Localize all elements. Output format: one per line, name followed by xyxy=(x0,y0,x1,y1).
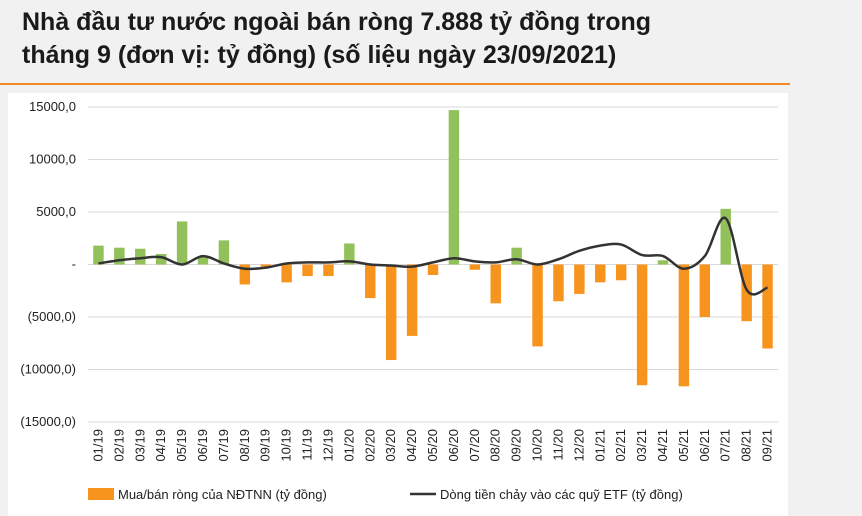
bar xyxy=(260,264,271,267)
legend-label-line: Dòng tiền chảy vào các quỹ ETF (tỷ đồng) xyxy=(440,487,683,502)
bar xyxy=(344,243,355,265)
bar xyxy=(469,264,481,270)
bar xyxy=(323,264,334,277)
x-tick-label: 04/21 xyxy=(655,429,670,462)
x-tick-label: 09/21 xyxy=(760,429,775,462)
y-tick-label: 10000,0 xyxy=(29,152,76,167)
bar xyxy=(615,264,627,281)
x-tick-label: 10/19 xyxy=(279,429,294,462)
bar xyxy=(657,260,669,265)
x-tick-label: 02/19 xyxy=(111,429,126,462)
bar xyxy=(197,257,209,265)
x-tick-label: 12/19 xyxy=(320,429,335,462)
bar xyxy=(699,264,711,317)
bar xyxy=(385,264,397,361)
x-tick-label: 08/20 xyxy=(488,429,503,462)
x-tick-label: 04/19 xyxy=(153,429,168,462)
y-tick-label: 15000,0 xyxy=(29,99,76,114)
bar xyxy=(114,247,125,265)
bar xyxy=(574,264,585,294)
x-tick-label: 06/19 xyxy=(195,429,210,462)
x-tick-label: 07/20 xyxy=(467,429,482,462)
x-tick-label: 01/21 xyxy=(592,429,607,462)
x-tick-label: 02/21 xyxy=(613,429,628,462)
title-divider xyxy=(0,83,790,85)
bar xyxy=(176,221,188,265)
bar xyxy=(218,240,230,265)
legend-swatch-bars xyxy=(88,488,114,500)
x-tick-label: 03/19 xyxy=(132,429,147,462)
bar xyxy=(406,264,418,336)
x-tick-label: 05/20 xyxy=(425,429,440,462)
bar xyxy=(155,254,167,265)
x-tick-label: 09/20 xyxy=(509,429,524,462)
bar xyxy=(448,110,460,265)
bar xyxy=(302,264,313,277)
y-tick-label: (10000,0) xyxy=(20,362,76,377)
bar xyxy=(427,264,439,275)
combo-chart: 15000,0 10000,0 5000,0 - (5000,0) (10000,0) (1… xyxy=(20,99,778,502)
x-tick-label: 01/19 xyxy=(90,429,105,462)
x-tick-label: 06/21 xyxy=(697,429,712,462)
x-tick-label: 08/19 xyxy=(237,429,252,462)
bar xyxy=(281,264,292,283)
bar xyxy=(365,264,376,299)
bar xyxy=(741,264,752,322)
x-tick-label: 01/20 xyxy=(341,429,356,462)
x-tick-label: 02/20 xyxy=(362,429,377,462)
y-tick-label: - xyxy=(72,257,76,272)
bar xyxy=(135,248,146,265)
x-tick-label: 03/21 xyxy=(634,429,649,462)
bar xyxy=(553,264,564,302)
bar xyxy=(532,264,543,347)
x-tick-label: 04/20 xyxy=(404,429,419,462)
bar xyxy=(595,264,606,283)
x-tick-label: 10/20 xyxy=(530,429,545,462)
x-tick-label: 11/20 xyxy=(550,429,565,461)
bar xyxy=(239,264,251,285)
x-tick-label: 05/19 xyxy=(174,429,189,462)
y-tick-label: (5000,0) xyxy=(28,309,76,324)
title-line-2: tháng 9 (đơn vị: tỷ đồng) (số liệu ngày … xyxy=(22,41,617,69)
x-tick-label: 03/20 xyxy=(383,429,398,462)
legend-label-bars: Mua/bán ròng của NĐTNN (tỷ đồng) xyxy=(118,487,327,502)
bar xyxy=(93,245,104,265)
bar xyxy=(720,208,731,265)
x-tick-label: 06/20 xyxy=(446,429,461,462)
x-tick-label: 07/19 xyxy=(216,429,231,462)
x-tick-label: 12/20 xyxy=(571,429,586,462)
bar xyxy=(678,264,690,387)
bar xyxy=(490,264,501,304)
title-line-1: Nhà đầu tư nước ngoài bán ròng 7.888 tỷ … xyxy=(22,8,652,36)
chart-title: Nhà đầu tư nước ngoài bán ròng 7.888 tỷ … xyxy=(22,6,842,72)
x-tick-label: 11/19 xyxy=(300,429,315,461)
bar xyxy=(511,247,522,265)
y-tick-label: (15000,0) xyxy=(20,414,76,429)
x-tick-label: 09/19 xyxy=(258,429,273,462)
etf-flow-line xyxy=(98,216,769,296)
y-tick-label: 5000,0 xyxy=(36,204,76,219)
x-tick-label: 07/21 xyxy=(718,429,733,462)
x-tick-label: 08/21 xyxy=(739,429,754,462)
bar xyxy=(636,264,648,386)
chart-panel: 15000,0 10000,0 5000,0 - (5000,0) (10000,0) (1… xyxy=(8,93,788,516)
bar xyxy=(762,264,773,349)
x-tick-label: 05/21 xyxy=(676,429,691,462)
